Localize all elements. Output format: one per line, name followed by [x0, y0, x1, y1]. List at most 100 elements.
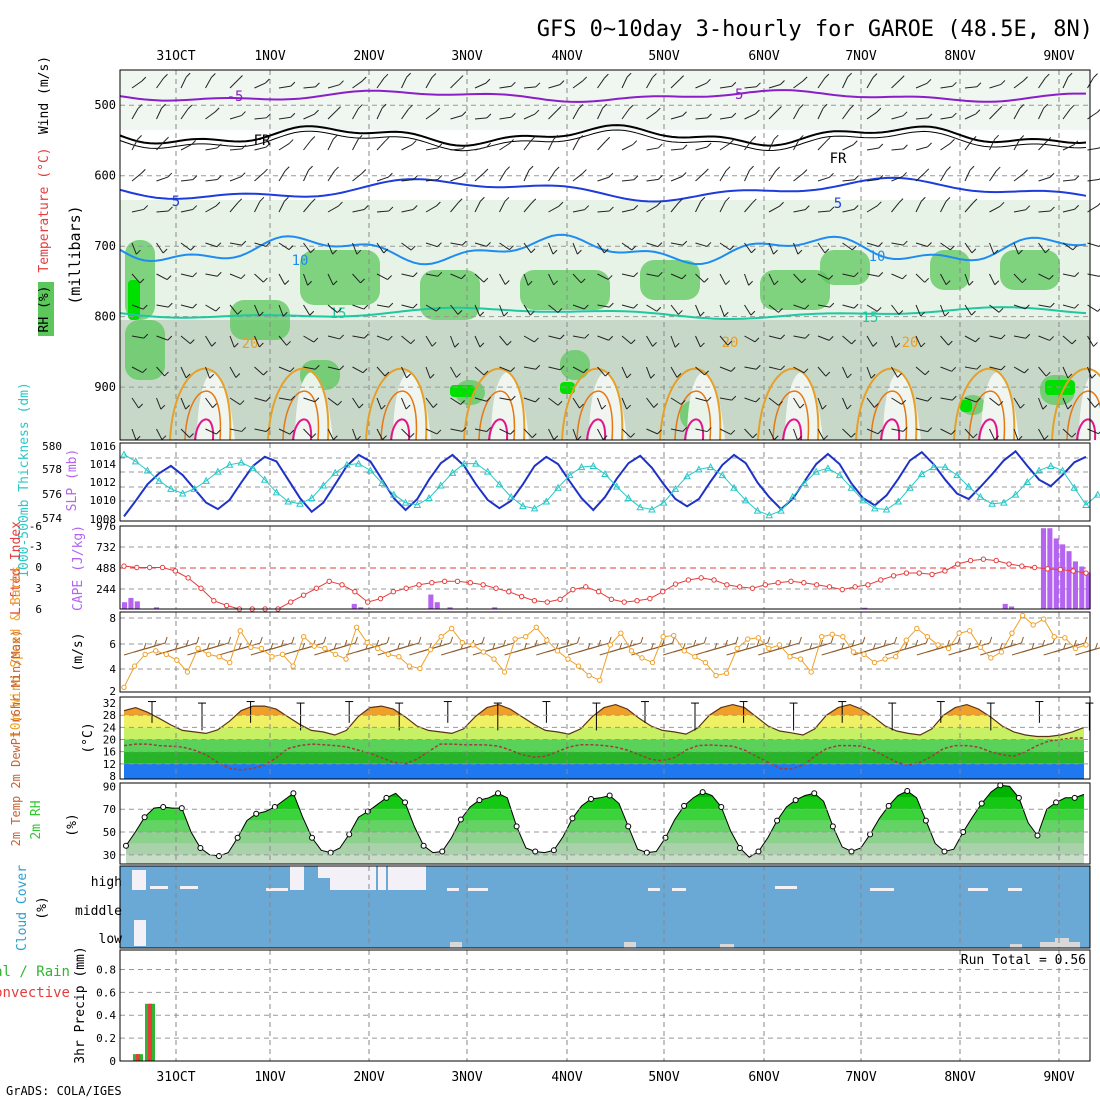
thickness-marker — [671, 484, 680, 492]
wind-barb — [621, 304, 634, 309]
wind-barb-flag — [602, 435, 608, 440]
wind-barb — [670, 397, 682, 405]
wind-barb-flag — [509, 139, 514, 144]
date-label-bottom: 3NOV — [451, 1070, 482, 1085]
wind-barb-flag — [233, 342, 239, 348]
wind-barb — [205, 111, 216, 120]
wind-barb — [131, 366, 143, 374]
wind-barb — [891, 397, 902, 405]
wind-barb — [646, 147, 659, 151]
thickness-marker — [1093, 490, 1100, 498]
wind-barb-flag — [847, 373, 852, 379]
wind-barb — [548, 242, 554, 255]
wind-barb — [205, 335, 213, 347]
wind-barb-flag — [1045, 371, 1051, 377]
cape-bar — [351, 603, 357, 609]
wind-barb-flag — [630, 339, 636, 345]
wind-barb-flag — [217, 639, 221, 647]
wind-barb — [940, 85, 953, 89]
wind-barb — [964, 273, 970, 286]
date-label-top: 31OCT — [156, 49, 195, 64]
thickness-marker — [507, 492, 515, 500]
wind-barb — [621, 428, 631, 438]
wind-barb — [131, 397, 140, 409]
wind-barb — [1062, 366, 1069, 379]
wind-barb-flag — [730, 367, 736, 372]
lifted-index-marker — [506, 589, 512, 595]
wind-barb-flag — [854, 175, 859, 181]
thickness-marker — [331, 468, 340, 476]
rh-marker — [495, 790, 502, 797]
wind-barb-flag — [524, 642, 528, 650]
wind-speed-marker — [364, 639, 370, 646]
wind-barb — [352, 209, 365, 213]
wind-barb-flag — [140, 169, 146, 174]
wind-barb-flag — [801, 278, 807, 284]
wind-speed-marker — [227, 659, 233, 666]
wind-barb-flag — [258, 342, 264, 348]
wind-barb-flag — [850, 432, 856, 438]
wind-barb-flag — [263, 370, 268, 376]
wind-barb-flag — [1023, 76, 1028, 82]
wind-barb — [548, 397, 559, 406]
wind-barb-flag — [605, 136, 611, 142]
wind-barb-flag — [314, 364, 320, 370]
wind-barb — [401, 273, 414, 278]
cape-bar — [434, 602, 440, 609]
rh-marker — [271, 803, 278, 810]
temp-line — [123, 703, 1085, 738]
wind-barb — [131, 273, 141, 284]
pressure-axis-label: (millibars) — [66, 205, 84, 304]
wind-speed-marker — [1051, 634, 1057, 640]
wind-barb-flag — [748, 280, 753, 286]
wind-barb-flag — [192, 205, 198, 210]
wind-barb-flag — [751, 198, 757, 204]
wind-barb — [915, 146, 928, 151]
lifted-index-marker — [608, 596, 615, 603]
wind-barb-flag — [775, 166, 781, 172]
wind-barb — [376, 273, 388, 280]
wind-barb-flag — [437, 271, 443, 277]
lifted-index-marker — [480, 582, 486, 588]
wind-barb-flag — [682, 427, 688, 432]
wind-barb — [352, 397, 360, 409]
wind-barb-flag — [1050, 206, 1055, 212]
wind-barb — [303, 366, 316, 370]
wind-barb — [548, 138, 555, 151]
date-label-bottom: 5NOV — [648, 1070, 679, 1085]
wind-barb — [205, 77, 212, 89]
wind-barb — [401, 366, 408, 379]
wind-barb-flag — [682, 240, 688, 246]
wind-barb — [842, 208, 855, 213]
wind-barb-flag — [357, 135, 363, 140]
thickness-marker — [448, 468, 457, 476]
wind-barb-flag — [997, 106, 1003, 111]
wind-barb — [401, 428, 411, 438]
wind-barb — [817, 335, 830, 341]
thickness-marker — [413, 500, 422, 508]
rh-marker — [681, 802, 688, 809]
thickness-marker — [202, 476, 210, 484]
footer-credit: GrADS: COLA/IGES — [6, 1084, 122, 1098]
wind-barb-flag — [633, 272, 639, 277]
wind-barb — [768, 170, 777, 182]
wind-barb-flag — [952, 81, 957, 87]
wind-barb — [180, 273, 193, 278]
wind-barb — [548, 335, 561, 340]
wind-barb-flag — [883, 639, 887, 647]
wind-barb-flag — [439, 639, 443, 647]
wind-barb — [450, 397, 461, 405]
wind-barb — [989, 138, 996, 151]
wind-barb — [866, 111, 878, 120]
wind-barb-flag — [583, 304, 589, 310]
wind-barb-flag — [432, 403, 438, 408]
wind-speed-marker — [924, 634, 931, 640]
temp-band — [124, 751, 1084, 764]
wind-barb — [695, 304, 701, 317]
rh-tick: 30 — [103, 849, 116, 862]
wind-barb — [670, 428, 683, 432]
wind-barb — [229, 79, 239, 89]
wind-barb — [964, 304, 972, 316]
wind-barb-flag — [706, 396, 712, 402]
